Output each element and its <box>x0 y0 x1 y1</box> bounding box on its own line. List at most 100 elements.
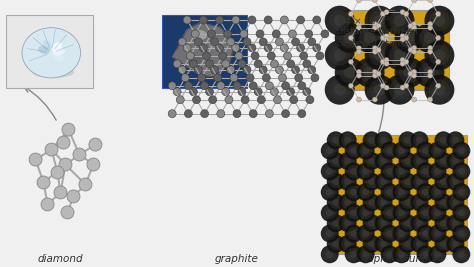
Circle shape <box>332 137 339 144</box>
Circle shape <box>368 240 375 248</box>
Circle shape <box>241 96 249 104</box>
Circle shape <box>417 162 435 180</box>
Circle shape <box>381 204 399 222</box>
Circle shape <box>452 158 459 164</box>
Circle shape <box>348 59 354 64</box>
Circle shape <box>222 60 230 68</box>
Circle shape <box>384 75 414 105</box>
Circle shape <box>414 57 445 87</box>
Circle shape <box>254 60 262 68</box>
Circle shape <box>449 155 462 167</box>
Circle shape <box>419 165 432 178</box>
Circle shape <box>272 30 280 38</box>
Circle shape <box>384 85 389 90</box>
Circle shape <box>440 158 447 164</box>
Circle shape <box>209 96 217 104</box>
Circle shape <box>329 217 342 229</box>
Circle shape <box>428 162 447 180</box>
Circle shape <box>399 62 420 83</box>
Circle shape <box>198 74 205 82</box>
Circle shape <box>431 207 444 219</box>
Circle shape <box>386 251 393 258</box>
Circle shape <box>392 204 410 222</box>
Circle shape <box>380 36 385 40</box>
Circle shape <box>458 251 465 258</box>
Circle shape <box>428 49 433 54</box>
Circle shape <box>400 37 405 42</box>
Bar <box>340 10 449 90</box>
Circle shape <box>332 240 339 248</box>
Circle shape <box>178 38 186 46</box>
Circle shape <box>362 209 369 217</box>
Circle shape <box>363 131 381 149</box>
Circle shape <box>428 22 433 27</box>
Circle shape <box>417 245 435 263</box>
Circle shape <box>398 147 405 154</box>
Circle shape <box>458 147 465 154</box>
Circle shape <box>61 206 74 219</box>
Circle shape <box>419 28 440 48</box>
Circle shape <box>265 110 273 118</box>
Circle shape <box>230 74 238 82</box>
Circle shape <box>292 66 300 74</box>
Circle shape <box>428 45 433 50</box>
Circle shape <box>365 217 378 229</box>
Circle shape <box>452 137 459 144</box>
Circle shape <box>384 34 389 38</box>
Circle shape <box>41 198 54 211</box>
Circle shape <box>419 227 432 240</box>
Circle shape <box>400 10 405 15</box>
Bar <box>330 135 467 254</box>
Circle shape <box>350 209 357 217</box>
Circle shape <box>192 96 201 104</box>
Circle shape <box>365 238 378 250</box>
Circle shape <box>251 52 259 60</box>
Circle shape <box>419 207 432 219</box>
Circle shape <box>259 38 267 46</box>
Circle shape <box>365 6 394 36</box>
Circle shape <box>373 69 377 74</box>
Circle shape <box>373 45 377 50</box>
Circle shape <box>399 235 417 253</box>
Circle shape <box>173 60 181 68</box>
Circle shape <box>233 82 241 90</box>
Circle shape <box>303 60 311 68</box>
Circle shape <box>377 238 390 250</box>
Circle shape <box>287 88 294 96</box>
Circle shape <box>413 175 426 188</box>
Circle shape <box>363 194 381 211</box>
Circle shape <box>436 83 441 88</box>
Circle shape <box>295 74 303 82</box>
Circle shape <box>428 183 447 201</box>
Circle shape <box>347 227 360 240</box>
Circle shape <box>404 199 411 206</box>
Circle shape <box>401 217 414 229</box>
Circle shape <box>380 59 385 64</box>
Circle shape <box>200 16 207 24</box>
Circle shape <box>344 158 351 164</box>
Circle shape <box>344 199 351 206</box>
Circle shape <box>194 38 202 46</box>
Circle shape <box>359 207 372 219</box>
Circle shape <box>326 147 333 154</box>
Circle shape <box>202 52 210 60</box>
Circle shape <box>422 147 429 154</box>
Circle shape <box>369 45 390 66</box>
Circle shape <box>321 162 339 180</box>
Circle shape <box>412 97 417 102</box>
Circle shape <box>380 158 387 164</box>
Circle shape <box>326 168 333 175</box>
Circle shape <box>412 73 417 78</box>
Circle shape <box>422 209 429 217</box>
Circle shape <box>356 45 362 50</box>
Circle shape <box>435 131 452 149</box>
Circle shape <box>395 248 408 261</box>
Circle shape <box>184 110 192 118</box>
Circle shape <box>417 204 435 222</box>
Circle shape <box>395 144 408 157</box>
Circle shape <box>398 189 405 196</box>
Circle shape <box>398 251 405 258</box>
Circle shape <box>326 189 333 196</box>
Ellipse shape <box>32 67 74 78</box>
Circle shape <box>437 217 450 229</box>
